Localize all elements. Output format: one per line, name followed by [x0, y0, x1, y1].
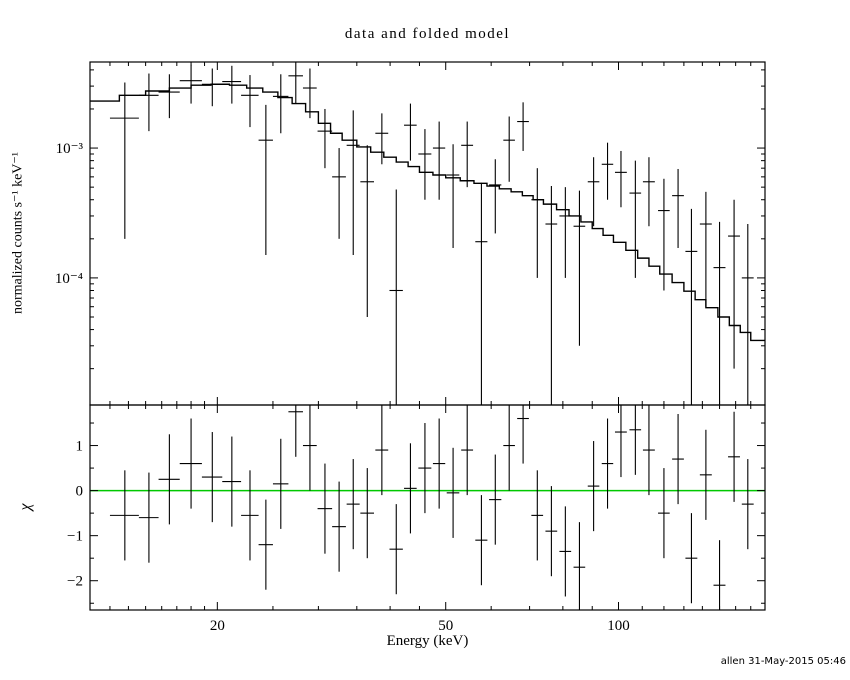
tick-labels: 20 50 100 10⁻³ 10⁻⁴ 1 0 −1 −2	[55, 141, 630, 634]
residual-points	[109, 405, 754, 610]
svg-text:−2: −2	[67, 574, 83, 590]
plot-title: data and folded model	[344, 26, 511, 42]
y-axis-label-chi: χ	[17, 503, 34, 511]
svg-text:−1: −1	[67, 529, 83, 545]
svg-text:20: 20	[210, 618, 225, 634]
svg-text:1: 1	[76, 439, 84, 455]
svg-text:0: 0	[76, 484, 84, 500]
svg-text:10⁻³: 10⁻³	[56, 141, 84, 157]
bottom-panel-frame	[89, 404, 766, 611]
credit-timestamp: allen 31-May-2015 05:46	[720, 656, 846, 667]
svg-text:100: 100	[607, 618, 630, 634]
svg-text:50: 50	[438, 618, 453, 634]
model-line	[90, 83, 765, 342]
y-axis-label-counts: normalized counts s⁻¹ keV⁻¹	[10, 152, 26, 314]
axis-ticks	[90, 62, 765, 610]
x-axis-label-energy: Energy (keV)	[386, 633, 469, 649]
svg-text:10⁻⁴: 10⁻⁴	[55, 271, 83, 287]
data-points	[109, 62, 754, 405]
